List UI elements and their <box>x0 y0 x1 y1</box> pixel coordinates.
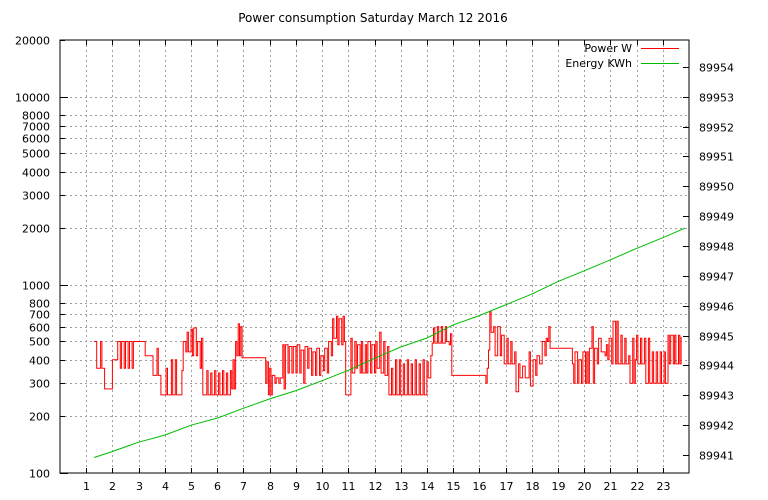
chart-title: Power consumption Saturday March 12 2016 <box>238 11 508 25</box>
y-right-tick-label: 89952 <box>699 122 734 135</box>
y-right-tick-label: 89942 <box>699 420 734 433</box>
y-left-tick-label: 2000 <box>22 223 50 236</box>
y-left-tick-label: 7000 <box>22 121 50 134</box>
y-right-tick-label: 89944 <box>699 360 734 373</box>
legend: Power W Energy KWh <box>565 42 679 70</box>
energy-series-line <box>93 227 686 458</box>
x-tick-label: 2 <box>109 480 116 493</box>
y-left-tick-label: 800 <box>29 298 50 311</box>
x-tick-label: 7 <box>240 480 247 493</box>
power-series-line <box>94 311 682 396</box>
y-right-tick-label: 89945 <box>699 331 734 344</box>
x-tick-label: 14 <box>421 480 435 493</box>
x-tick-label: 8 <box>267 480 274 493</box>
x-tick-label: 13 <box>395 480 409 493</box>
y-right-tick-label: 89941 <box>699 450 734 463</box>
x-tick-label: 3 <box>136 480 143 493</box>
x-tick-label: 20 <box>578 480 592 493</box>
y-left-tick-label: 5000 <box>22 148 50 161</box>
x-tick-label: 19 <box>552 480 566 493</box>
ticks-layer: 1 2 3 4 5 6 7 8 9 10 11 12 13 14 15 16 17 18 19 20 21 22 23100… <box>15 35 734 494</box>
x-tick-label: 16 <box>473 480 487 493</box>
series-layer <box>93 227 686 458</box>
x-tick-label: 23 <box>657 480 671 493</box>
y-right-tick-label: 89946 <box>699 301 734 314</box>
x-tick-label: 18 <box>526 480 540 493</box>
y-left-tick-label: 8000 <box>22 110 50 123</box>
x-tick-label: 4 <box>162 480 169 493</box>
y-right-tick-label: 89948 <box>699 241 734 254</box>
y-left-tick-label: 600 <box>29 322 50 335</box>
y-right-tick-label: 89949 <box>699 211 734 224</box>
x-tick-label: 22 <box>631 480 645 493</box>
x-tick-label: 9 <box>293 480 300 493</box>
y-right-tick-label: 89947 <box>699 271 734 284</box>
x-tick-label: 1 <box>83 480 90 493</box>
x-tick-label: 10 <box>316 480 330 493</box>
y-left-tick-label: 700 <box>29 309 50 322</box>
legend-label: Power W <box>584 42 632 55</box>
y-right-tick-label: 89951 <box>699 151 734 164</box>
y-left-tick-label: 6000 <box>22 133 50 146</box>
legend-label: Energy KWh <box>565 57 632 70</box>
x-tick-label: 11 <box>342 480 356 493</box>
y-left-tick-label: 4000 <box>22 167 50 180</box>
y-left-tick-label: 3000 <box>22 190 50 203</box>
y-left-tick-label: 500 <box>29 336 50 349</box>
y-right-tick-label: 89954 <box>699 62 734 75</box>
y-left-tick-label: 400 <box>29 355 50 368</box>
x-tick-label: 21 <box>604 480 618 493</box>
y-left-tick-label: 100 <box>29 468 50 481</box>
x-tick-label: 12 <box>369 480 383 493</box>
x-tick-label: 5 <box>188 480 195 493</box>
x-tick-label: 15 <box>447 480 461 493</box>
y-left-tick-label: 200 <box>29 411 50 424</box>
y-left-tick-label: 10000 <box>15 92 50 105</box>
y-right-tick-label: 89943 <box>699 390 734 403</box>
y-left-tick-label: 300 <box>29 378 50 391</box>
y-left-tick-label: 20000 <box>15 35 50 48</box>
y-left-tick-label: 1000 <box>22 280 50 293</box>
x-tick-label: 17 <box>500 480 514 493</box>
plot-frame <box>59 39 690 474</box>
y-right-tick-label: 89950 <box>699 181 734 194</box>
x-tick-label: 6 <box>214 480 221 493</box>
grid-layer <box>60 40 689 473</box>
y-right-tick-label: 89953 <box>699 92 734 105</box>
